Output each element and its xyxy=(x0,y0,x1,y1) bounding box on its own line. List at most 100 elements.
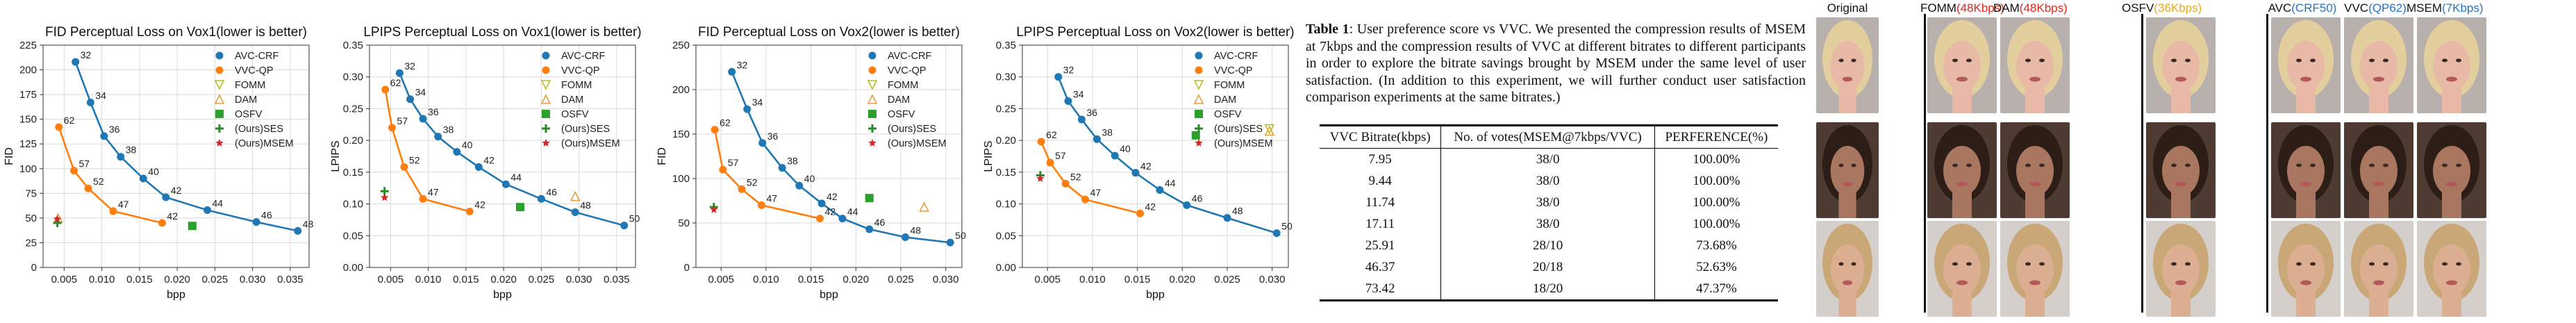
y-tick-label: 200 xyxy=(19,65,37,76)
face-thumbnail xyxy=(2417,17,2486,113)
x-tick-label: 0.030 xyxy=(933,274,959,285)
face-shape xyxy=(2360,146,2398,196)
legend-label: AVC-CRF xyxy=(561,51,606,62)
x-tick-label: 0.025 xyxy=(529,274,555,285)
chart-svg: FID Perceptual Loss on Vox2(lower is bet… xyxy=(656,25,966,301)
data-label: 50 xyxy=(955,230,966,241)
series-vvc-qp: 62 57 52 47 42 xyxy=(711,117,836,223)
face-illustration xyxy=(1822,224,1872,317)
col-msem-rate: (7Kbps) xyxy=(2442,1,2484,15)
table-row: 46.37 20/18 52.63% xyxy=(1320,256,1778,278)
face-illustration xyxy=(2153,125,2209,218)
data-point xyxy=(1131,169,1140,177)
face-illustration xyxy=(2153,20,2209,113)
data-point xyxy=(711,126,719,134)
eye-shape xyxy=(2296,262,2302,266)
y-axis-label: FID xyxy=(3,147,15,165)
eye-shape xyxy=(1966,58,1972,63)
neck-shape xyxy=(1952,192,1972,218)
data-point xyxy=(1061,179,1070,188)
eye-shape xyxy=(2185,262,2191,266)
data-label: 36 xyxy=(428,106,439,117)
mouth-shape xyxy=(2175,181,2186,187)
col-header-vvc: VVC(QP62) xyxy=(2341,1,2410,15)
eye-shape xyxy=(2025,163,2031,167)
y-tick-label: 50 xyxy=(25,213,37,224)
face-shape xyxy=(1830,41,1865,91)
eye-shape xyxy=(2442,58,2448,63)
data-label: 46 xyxy=(261,210,272,221)
y-tick-label: 0.05 xyxy=(343,230,363,242)
data-point xyxy=(474,163,483,172)
face-thumbnail xyxy=(1927,17,1997,113)
face-shape xyxy=(2016,41,2054,91)
data-label: 40 xyxy=(1120,143,1131,154)
legend-marker xyxy=(215,51,224,60)
data-point xyxy=(162,193,170,201)
mouth-shape xyxy=(2446,181,2457,187)
legend-label: OSFV xyxy=(1214,109,1242,120)
plot-frame xyxy=(42,44,310,268)
y-axis-label: LPIPS xyxy=(330,140,342,172)
neck-shape xyxy=(2369,87,2388,113)
eye-shape xyxy=(2369,58,2375,63)
series-dam xyxy=(919,201,929,212)
neck-shape xyxy=(2025,290,2045,317)
data-point xyxy=(434,133,442,141)
legend-marker xyxy=(1195,66,1203,74)
face-shape xyxy=(2433,245,2470,295)
data-label: 32 xyxy=(81,49,92,60)
eye-shape xyxy=(2310,262,2316,266)
legend-marker xyxy=(867,94,878,104)
data-point xyxy=(1037,138,1045,146)
face-shape xyxy=(1943,41,1981,91)
eye-shape xyxy=(1952,163,1958,167)
legend-marker xyxy=(1195,124,1203,133)
cell-bitrate: 9.44 xyxy=(1368,173,1392,188)
chart-lpips-vox2: LPIPS Perceptual Loss on Vox2(lower is b… xyxy=(979,0,1306,323)
data-point xyxy=(838,215,847,223)
data-point xyxy=(570,190,581,201)
cell-preference: 47.37% xyxy=(1654,277,1778,301)
x-tick-label: 0.030 xyxy=(566,274,592,285)
series-avc-crf: 32 34 36 38 40 42 44 46 48 50 xyxy=(728,59,966,247)
col-msem-label: MSEM xyxy=(2407,1,2442,15)
chart-svg: LPIPS Perceptual Loss on Vox1(lower is b… xyxy=(330,25,642,301)
eye-shape xyxy=(2383,163,2388,167)
neck-shape xyxy=(2171,192,2191,218)
eye-shape xyxy=(2310,58,2316,63)
mouth-shape xyxy=(2373,76,2384,82)
data-point xyxy=(395,69,404,77)
table-header-row: VVC Bitrate(kbps) No. of votes(MSEM@7kbp… xyxy=(1320,124,1778,149)
col-original-label: Original xyxy=(1827,1,1868,15)
data-label: 46 xyxy=(1192,192,1203,204)
x-tick-label: 0.010 xyxy=(89,274,115,285)
legend-marker xyxy=(868,51,876,60)
eye-shape xyxy=(2171,262,2177,266)
series-osfv xyxy=(1191,131,1200,140)
face-thumbnail xyxy=(2146,122,2216,218)
legend-marker xyxy=(540,94,551,104)
data-point xyxy=(86,98,94,106)
data-label: 50 xyxy=(629,213,640,224)
x-tick-label: 0.025 xyxy=(202,274,228,285)
data-point xyxy=(1054,73,1063,81)
face-illustration xyxy=(2278,224,2334,317)
data-point xyxy=(1272,229,1281,238)
chart-title: FID Perceptual Loss on Vox2(lower is bet… xyxy=(698,25,960,40)
separator-3 xyxy=(2266,14,2268,313)
x-tick-label: 0.015 xyxy=(1124,274,1151,285)
face-shape xyxy=(2433,41,2470,91)
data-label: 36 xyxy=(767,131,779,142)
legend-label: VVC-QP xyxy=(561,65,600,76)
series-osfv xyxy=(515,203,524,212)
x-axis-label: bpp xyxy=(493,289,512,301)
data-point xyxy=(158,219,166,227)
cell-preference: 100.00% xyxy=(1654,213,1778,235)
x-tick-label: 0.010 xyxy=(1079,274,1106,285)
data-point xyxy=(710,205,718,213)
visual-comparison-grid: Original FOMM(48Kbps) DAM(48Kbps) OSFV(3… xyxy=(1816,0,2576,323)
face-illustration xyxy=(2007,125,2063,218)
y-tick-label: 100 xyxy=(672,173,690,185)
mouth-shape xyxy=(2029,280,2041,285)
